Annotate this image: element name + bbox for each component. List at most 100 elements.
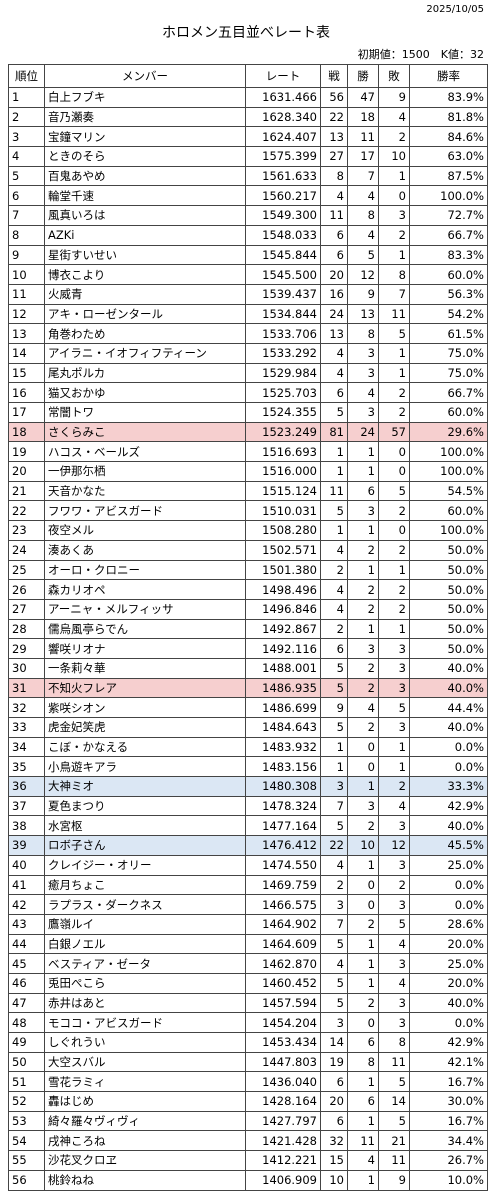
table-cell: 50.0%: [409, 559, 488, 581]
table-cell: 36: [8, 776, 45, 797]
table-cell: 43: [8, 913, 45, 935]
table-cell: 23: [8, 520, 45, 541]
table-cell: 3: [378, 953, 410, 974]
table-cell: 4: [320, 579, 348, 600]
table-cell: 1476.412: [245, 835, 321, 856]
table-cell: 1: [347, 776, 379, 797]
table-cell: 0.0%: [409, 894, 488, 915]
table-cell: 4: [347, 185, 379, 207]
table-cell: 29.6%: [409, 421, 488, 443]
table-row: 36 大神ミオ 1480.308 3 1 2 33.3%: [8, 776, 488, 797]
table-cell: 9: [320, 697, 348, 718]
table-row: 53 綺々羅々ヴィヴィ 1427.797 6 1 5 16.7%: [8, 1110, 488, 1132]
rating-table: 順位 メンバー レート戦勝敗勝率 1 白上フブキ 1631.466 56 47 9 83.9% 2 音…: [8, 64, 488, 1191]
table-row: 20 一伊那尓栖 1516.000 1 1 0 100.0%: [8, 461, 488, 482]
table-cell: 0: [347, 1012, 379, 1033]
table-cell: 5: [378, 1071, 410, 1093]
table-cell: 夏色まつり: [44, 795, 246, 817]
table-cell: 26: [8, 579, 45, 600]
table-cell: 29: [8, 638, 45, 659]
table-cell: ハコス・ベールズ: [44, 441, 246, 463]
table-cell: 5: [320, 717, 348, 738]
table-cell: 1515.124: [245, 480, 321, 502]
table-cell: ベスティア・ゼータ: [44, 953, 246, 974]
table-row: 39 ロボ子さん 1476.412 22 10 12 45.5%: [8, 835, 488, 856]
table-row: 50 大空スバル 1447.803 19 8 11 42.1%: [8, 1051, 488, 1073]
table-cell: 50.0%: [409, 579, 488, 600]
table-cell: 1412.221: [245, 1150, 321, 1171]
column-header: 敗: [378, 64, 410, 88]
table-cell: アイラニ・イオフィフティーン: [44, 342, 246, 364]
table-cell: フワワ・アビスガード: [44, 500, 246, 522]
table-cell: 大空スバル: [44, 1051, 246, 1073]
table-cell: 17: [347, 146, 379, 167]
table-cell: 1533.706: [245, 323, 321, 344]
table-cell: 1516.000: [245, 461, 321, 482]
table-cell: 4: [320, 953, 348, 974]
table-cell: 1560.217: [245, 185, 321, 207]
table-cell: 4: [347, 697, 379, 718]
table-row: 32 紫咲シオン 1486.699 9 4 5 44.4%: [8, 697, 488, 718]
table-cell: 50: [8, 1051, 45, 1073]
table-cell: 1: [378, 559, 410, 581]
table-cell: 癒月ちょこ: [44, 874, 246, 896]
table-cell: 42: [8, 894, 45, 915]
table-cell: 48: [8, 1012, 45, 1033]
table-row: 14 アイラニ・イオフィフティーン 1533.292 4 3 1 75.0%: [8, 342, 488, 364]
table-cell: 1: [320, 520, 348, 541]
table-row: 51 雪花ラミィ 1436.040 6 1 5 16.7%: [8, 1071, 488, 1093]
table-cell: 83.9%: [409, 87, 488, 108]
table-cell: 27: [320, 146, 348, 167]
table-cell: 響咲リオナ: [44, 638, 246, 659]
table-cell: 53: [8, 1110, 45, 1132]
table-cell: 18: [347, 106, 379, 128]
table-cell: アーニャ・メルフィッサ: [44, 598, 246, 620]
table-cell: 2: [378, 382, 410, 403]
table-row: 22 フワワ・アビスガード 1510.031 5 3 2 60.0%: [8, 500, 488, 522]
table-cell: 雪花ラミィ: [44, 1071, 246, 1093]
table-cell: 1484.643: [245, 717, 321, 738]
table-cell: 1: [347, 520, 379, 541]
table-cell: 8: [378, 264, 410, 285]
table-cell: 83.3%: [409, 244, 488, 266]
subtitle: 初期値：1500 K値：32: [357, 48, 484, 61]
table-row: 40 クレイジー・オリー 1474.550 4 1 3 25.0%: [8, 854, 488, 876]
table-cell: 大神ミオ: [44, 776, 246, 797]
table-cell: 0: [378, 461, 410, 482]
table-cell: 4: [347, 382, 379, 403]
table-cell: 1488.001: [245, 657, 321, 679]
table-cell: 紫咲シオン: [44, 697, 246, 718]
table-cell: 5: [320, 677, 348, 699]
table-cell: 63.0%: [409, 146, 488, 167]
table-cell: 21: [378, 1130, 410, 1152]
table-cell: 水宮枢: [44, 815, 246, 837]
table-cell: 1502.571: [245, 539, 321, 561]
table-row: 35 小鳥遊キアラ 1483.156 1 0 1 0.0%: [8, 756, 488, 778]
table-row: 55 沙花叉クロヱ 1412.221 15 4 11 26.7%: [8, 1150, 488, 1171]
table-cell: 38: [8, 815, 45, 837]
table-cell: 1575.399: [245, 146, 321, 167]
table-cell: 2: [347, 913, 379, 935]
table-cell: 1545.844: [245, 244, 321, 266]
table-cell: 1: [347, 972, 379, 994]
table-cell: 2: [378, 126, 410, 148]
table-cell: 3: [347, 500, 379, 522]
table-cell: 11: [347, 1130, 379, 1152]
table-cell: 22: [320, 835, 348, 856]
table-cell: 40: [8, 854, 45, 876]
table-cell: 尾丸ポルカ: [44, 362, 246, 384]
column-header: 勝: [347, 64, 379, 88]
table-row: 23 夜空メル 1508.280 1 1 0 100.0%: [8, 520, 488, 541]
table-cell: 5: [320, 815, 348, 837]
table-cell: 1483.156: [245, 756, 321, 778]
table-row: 2 音乃瀬奏 1628.340 22 18 4 81.8%: [8, 106, 488, 128]
table-cell: 45.5%: [409, 835, 488, 856]
table-cell: 1436.040: [245, 1071, 321, 1093]
table-cell: 42.9%: [409, 795, 488, 817]
table-cell: 2: [347, 598, 379, 620]
table-cell: 1427.797: [245, 1110, 321, 1132]
table-cell: 25: [8, 559, 45, 581]
table-cell: 1447.803: [245, 1051, 321, 1073]
table-cell: 0: [378, 185, 410, 207]
table-cell: 3: [378, 677, 410, 699]
